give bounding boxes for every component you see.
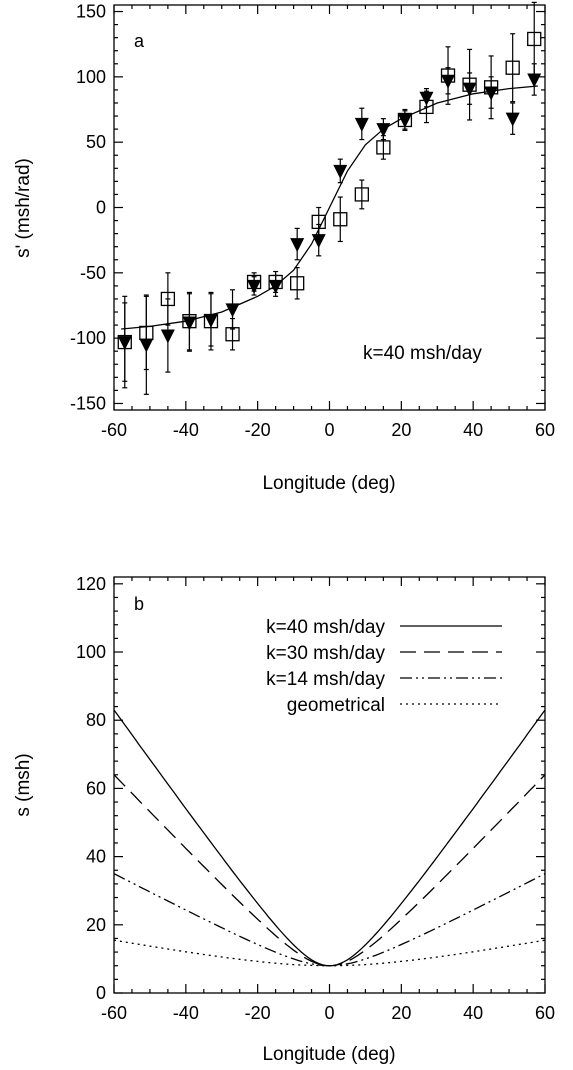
- panel-b-y-axis-label: s (msh): [13, 753, 34, 816]
- panel-a-ticks: -60 -40 -20 0 20 40 60 -150 -100 -50 0 50 100 150: [70, 2, 555, 440]
- triangle-point: [527, 73, 542, 88]
- panel-a-y-tick-label: 0: [96, 198, 106, 218]
- panel-a-x-tick-label: -40: [173, 420, 199, 440]
- legend-label: k=40 msh/day: [266, 617, 385, 638]
- triangle-point: [441, 74, 456, 89]
- curve-dotted: [113, 939, 546, 967]
- panel-a: a k=40 msh/day Longitude (deg) s' (msh/r…: [13, 2, 555, 494]
- triangle-point: [376, 123, 391, 138]
- triangle-point: [117, 336, 132, 351]
- panel-b-x-axis-label: Longitude (deg): [262, 1044, 395, 1065]
- triangle-point: [484, 86, 499, 101]
- panel-b-y-tick-label: 0: [96, 983, 106, 1003]
- triangle-point: [225, 303, 240, 318]
- triangle-point: [311, 234, 326, 249]
- triangle-point: [462, 82, 477, 97]
- panel-a-x-tick-label: 20: [391, 420, 411, 440]
- panel-a-x-axis-label: Longitude (deg): [262, 473, 395, 494]
- triangle-point: [354, 117, 369, 132]
- panel-b-x-tick-label: 0: [324, 1003, 334, 1023]
- panel-b-data: [113, 709, 546, 967]
- panel-b-x-tick-label: 20: [391, 1003, 411, 1023]
- fit-curve: [121, 85, 538, 330]
- curve-dash-dot-dot: [113, 873, 546, 967]
- triangle-point: [203, 313, 218, 328]
- panel-b-ticks: -60 -40 -20 0 20 40 60 0 20 40 60 80 100 120: [76, 574, 555, 1023]
- panel-b-y-tick-label: 80: [86, 710, 106, 730]
- square-point: [376, 140, 391, 155]
- square-point: [354, 187, 369, 202]
- panel-b-y-tick-label: 20: [86, 915, 106, 935]
- triangle-point: [333, 164, 348, 179]
- panel-a-x-tick-label: 60: [535, 420, 555, 440]
- triangle-point: [247, 279, 262, 294]
- panel-a-y-tick-label: 100: [76, 67, 106, 87]
- legend-label: geometrical: [287, 695, 385, 716]
- panel-a-y-tick-label: -50: [80, 263, 106, 283]
- square-point: [333, 212, 348, 227]
- legend-label: k=30 msh/day: [266, 643, 385, 664]
- panel-a-y-tick-label: 50: [86, 132, 106, 152]
- panel-a-x-tick-label: 40: [463, 420, 483, 440]
- panel-b-letter: b: [134, 594, 144, 614]
- panel-a-x-tick-label: -20: [245, 420, 271, 440]
- panel-b-legend: k=40 msh/day k=30 msh/day k=14 msh/day geom…: [266, 617, 502, 716]
- panel-b-x-tick-label: -60: [101, 1003, 127, 1023]
- panel-b-y-tick-label: 120: [76, 574, 106, 594]
- panel-b-y-tick-label: 60: [86, 778, 106, 798]
- triangle-point: [290, 238, 305, 253]
- panel-a-y-tick-label: -100: [70, 328, 106, 348]
- panel-b-frame: [113, 576, 546, 994]
- panel-a-x-tick-label: -60: [101, 420, 127, 440]
- triangle-point: [505, 112, 520, 127]
- square-point: [527, 31, 542, 47]
- curve-long-dash: [113, 774, 546, 967]
- panel-a-data: [117, 1, 542, 395]
- triangle-point: [419, 91, 434, 106]
- panel-b-x-tick-label: -40: [173, 1003, 199, 1023]
- panel-b: b Longitude (deg) s (msh) -60 -40 -20 0 20 40…: [13, 574, 555, 1065]
- panel-b-x-tick-label: -20: [245, 1003, 271, 1023]
- square-point: [290, 276, 305, 291]
- curve-solid: [113, 709, 546, 967]
- panel-a-annotation: k=40 msh/day: [363, 343, 482, 364]
- triangle-point: [160, 329, 175, 344]
- panel-b-y-tick-label: 100: [76, 642, 106, 662]
- panel-b-x-tick-label: 40: [463, 1003, 483, 1023]
- panel-a-letter: a: [134, 31, 145, 51]
- triangle-point: [139, 338, 154, 353]
- panel-a-y-tick-label: -150: [70, 393, 106, 413]
- panel-b-x-tick-label: 60: [535, 1003, 555, 1023]
- triangle-point: [397, 113, 412, 128]
- legend-label: k=14 msh/day: [266, 669, 385, 690]
- panel-a-y-tick-label: 150: [76, 2, 106, 22]
- panel-a-x-tick-label: 0: [324, 420, 334, 440]
- panel-b-y-tick-label: 40: [86, 847, 106, 867]
- square-point: [505, 60, 520, 75]
- panel-a-y-axis-label: s' (msh/rad): [13, 158, 34, 258]
